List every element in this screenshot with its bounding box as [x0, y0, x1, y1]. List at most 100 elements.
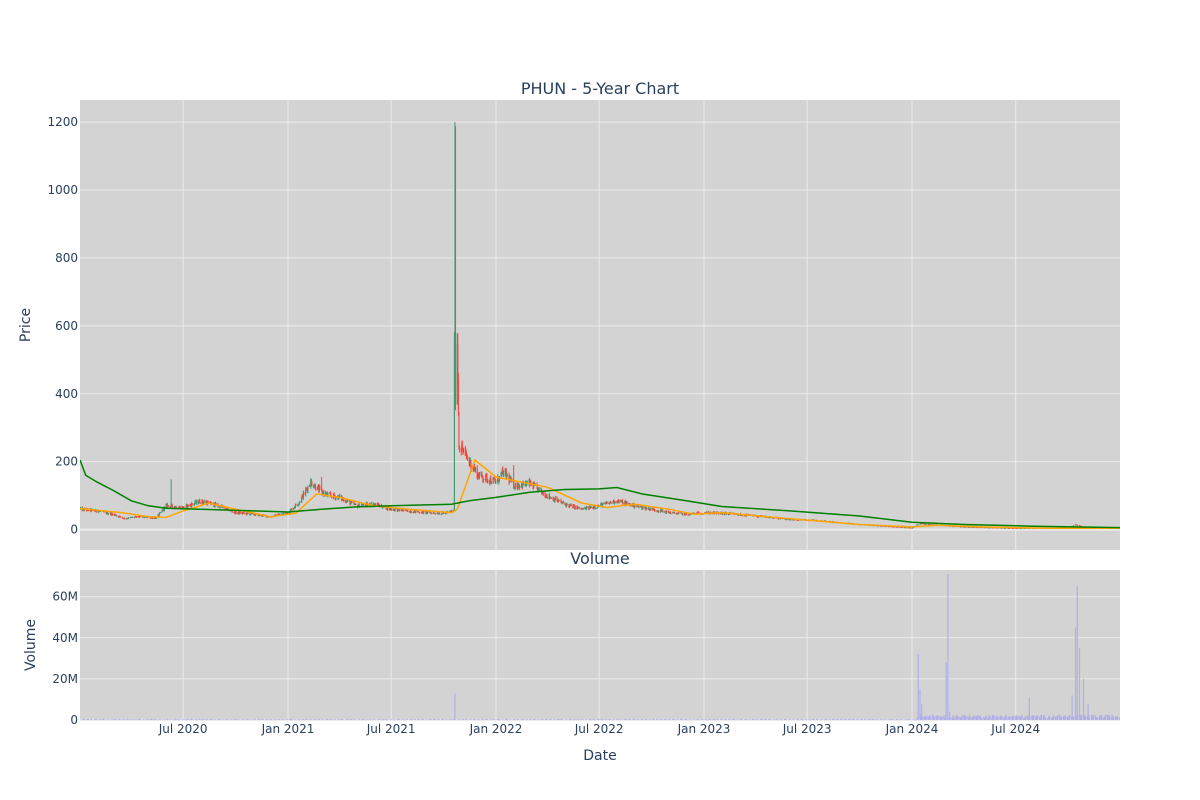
volume-bar [213, 719, 216, 720]
candle-body [1073, 525, 1075, 527]
volume-bar [1061, 716, 1063, 720]
volume-bar [1119, 716, 1120, 720]
volume-bar [1025, 716, 1027, 720]
candle-body [650, 507, 652, 510]
candle-body [414, 510, 416, 512]
candle-body [170, 506, 172, 508]
candle-body [904, 527, 906, 529]
candle-body [217, 506, 219, 508]
candle-body [648, 507, 650, 511]
candle-body [725, 513, 727, 515]
candle-body [186, 504, 188, 508]
candle-body [624, 501, 626, 504]
candle-body [642, 507, 644, 509]
candle-body [554, 497, 556, 501]
candle-body [1077, 525, 1079, 526]
volume-bar [367, 719, 369, 720]
volume-y-tick-label: 20M [52, 672, 78, 686]
candle-body [877, 525, 879, 527]
candle-body [394, 509, 396, 511]
volume-y-tick-label: 60M [52, 590, 78, 604]
candle-body [462, 450, 464, 452]
candle-body [130, 517, 132, 518]
candle-body [622, 503, 624, 505]
candle-body [498, 481, 500, 483]
candle-body [793, 519, 795, 521]
volume-bar [327, 719, 329, 720]
candle-body [544, 492, 546, 497]
candle-body [457, 379, 459, 413]
candle-body [473, 467, 475, 471]
candle-body [757, 517, 759, 518]
candle-body [975, 527, 977, 528]
volume-bar [1087, 703, 1089, 720]
candle-body [501, 469, 503, 473]
candle-body [331, 496, 333, 499]
candle-body [1076, 524, 1078, 526]
candle-body [485, 474, 487, 480]
candle-body [221, 506, 223, 508]
candle-body [349, 501, 351, 505]
candle-body [247, 512, 249, 514]
candle-body [1005, 527, 1007, 529]
price-plot-area [80, 100, 1120, 550]
candle-body [107, 513, 109, 515]
candle-body [582, 508, 584, 510]
volume-bar [131, 719, 134, 720]
candle-body [266, 516, 268, 518]
volume-bar [714, 719, 716, 720]
candle-body [242, 513, 244, 514]
candle-body [183, 507, 185, 509]
volume-bar [1000, 716, 1002, 720]
candle-body [386, 507, 388, 510]
volume-bar [391, 719, 393, 720]
candle-body [302, 494, 304, 499]
volume-bar [947, 574, 949, 720]
candle-body [580, 508, 582, 510]
volume-bar [909, 719, 911, 720]
candle-body [606, 502, 608, 504]
candle-body [191, 503, 193, 507]
candle-body [402, 509, 404, 511]
candle-body [313, 486, 315, 488]
candle-body [294, 507, 296, 509]
candle-body [241, 512, 243, 514]
candle-body [500, 473, 502, 477]
candle-body [489, 477, 491, 484]
volume-bar [1057, 714, 1059, 720]
candle-body [582, 508, 584, 510]
candle-body [143, 516, 145, 518]
candle-body [973, 527, 975, 528]
candle-body [900, 527, 902, 528]
volume-bar [905, 719, 907, 720]
candle-body [996, 527, 998, 529]
candle-body [131, 517, 133, 518]
volume-bar [677, 719, 679, 720]
candle-body [374, 504, 376, 505]
candle-body [742, 515, 744, 517]
volume-bar [179, 719, 181, 720]
volume-bar [273, 719, 275, 720]
volume-bar [917, 654, 919, 720]
candle-body [626, 502, 628, 504]
candle-body [726, 513, 728, 515]
candle-body [173, 506, 175, 509]
candle-body [189, 504, 191, 507]
candle-body [251, 513, 253, 514]
candle-body [174, 507, 176, 508]
candle-body [354, 503, 356, 505]
candle-body [305, 489, 307, 495]
candle-body [484, 479, 486, 481]
candle-body [549, 494, 551, 498]
candle-body [488, 479, 490, 483]
candle-body [301, 496, 303, 502]
candle-body [113, 514, 115, 516]
candle-body [646, 507, 648, 510]
candle-body [636, 506, 638, 508]
candle-body [175, 506, 177, 509]
candle-body [963, 526, 965, 528]
candle-body [644, 506, 646, 508]
candle-body [162, 508, 164, 511]
volume-y-tick-label: 0 [70, 713, 78, 727]
